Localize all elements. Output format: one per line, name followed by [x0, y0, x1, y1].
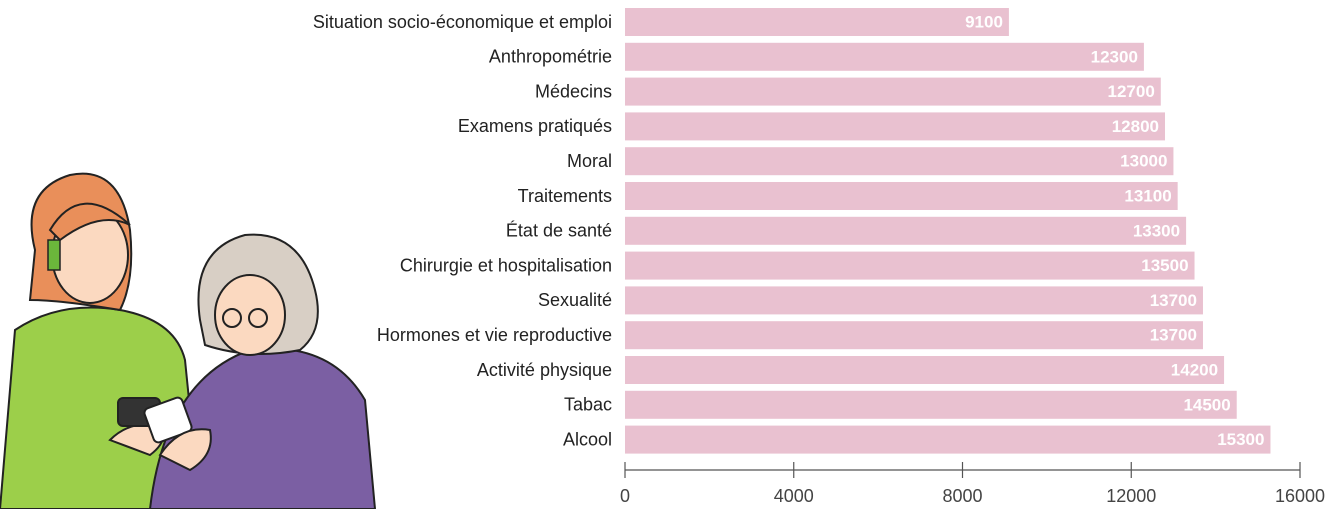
category-label: Tabac: [564, 395, 612, 415]
bar: [625, 147, 1173, 175]
x-tick-label: 0: [620, 486, 630, 506]
category-label: Chirurgie et hospitalisation: [400, 255, 612, 275]
category-label: État de santé: [506, 221, 612, 241]
value-label: 13000: [1120, 152, 1167, 171]
bar: [625, 426, 1270, 454]
value-label: 13700: [1150, 326, 1197, 345]
bar: [625, 321, 1203, 349]
category-label: Alcool: [563, 429, 612, 449]
x-tick-label: 4000: [774, 486, 814, 506]
x-tick-label: 16000: [1275, 486, 1325, 506]
value-label: 12700: [1108, 82, 1155, 101]
bar: [625, 182, 1178, 210]
value-label: 9100: [965, 12, 1003, 31]
bar: [625, 252, 1195, 280]
bar: [625, 43, 1144, 71]
value-label: 14500: [1183, 395, 1230, 414]
category-label: Anthropométrie: [489, 47, 612, 67]
illustration: [0, 174, 375, 509]
value-label: 12800: [1112, 117, 1159, 136]
value-label: 13300: [1133, 221, 1180, 240]
value-label: 15300: [1217, 430, 1264, 449]
value-label: 14200: [1171, 360, 1218, 379]
x-tick-label: 8000: [942, 486, 982, 506]
value-label: 12300: [1091, 47, 1138, 66]
category-label: Hormones et vie reproductive: [377, 325, 612, 345]
bar: [625, 286, 1203, 314]
value-label: 13500: [1141, 256, 1188, 275]
category-label: Traitements: [518, 186, 612, 206]
x-tick-label: 12000: [1106, 486, 1156, 506]
bar: [625, 391, 1237, 419]
bar: [625, 356, 1224, 384]
category-label: Moral: [567, 151, 612, 171]
bar: [625, 217, 1186, 245]
chart: Situation socio-économique et emploi 9100…: [0, 0, 1343, 509]
category-label: Médecins: [535, 81, 612, 101]
bar: [625, 112, 1165, 140]
category-label: Examens pratiqués: [458, 116, 612, 136]
value-label: 13100: [1124, 186, 1171, 205]
category-label: Activité physique: [477, 360, 612, 380]
category-label: Sexualité: [538, 290, 612, 310]
value-label: 13700: [1150, 291, 1197, 310]
bar: [625, 8, 1009, 36]
category-label: Situation socio-économique et emploi: [313, 12, 612, 32]
bar: [625, 78, 1161, 106]
